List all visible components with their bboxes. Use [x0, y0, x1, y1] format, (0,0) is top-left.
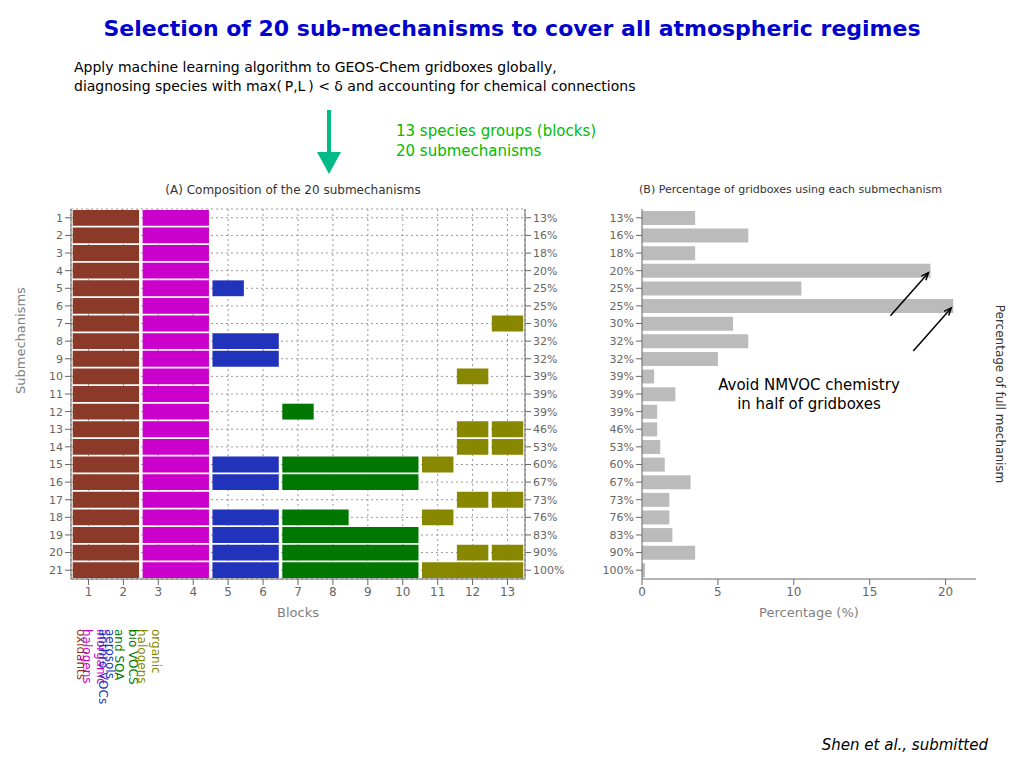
svg-text:32%: 32%	[610, 335, 634, 348]
svg-text:60%: 60%	[533, 458, 557, 471]
svg-text:2: 2	[56, 229, 63, 242]
svg-text:90%: 90%	[533, 546, 557, 559]
svg-text:76%: 76%	[533, 511, 557, 524]
svg-text:10: 10	[786, 585, 801, 599]
svg-text:organichalogens: organichalogens	[135, 629, 163, 684]
svg-text:11: 11	[49, 388, 63, 401]
svg-text:Percentage (%): Percentage (%)	[759, 605, 859, 620]
svg-text:7: 7	[294, 585, 302, 599]
svg-text:16%: 16%	[610, 229, 634, 242]
svg-text:6: 6	[56, 300, 63, 313]
svg-text:18%: 18%	[610, 247, 634, 260]
svg-text:4: 4	[56, 265, 63, 278]
svg-text:20: 20	[49, 546, 63, 559]
svg-text:11: 11	[430, 585, 445, 599]
svg-text:3: 3	[154, 585, 162, 599]
svg-text:53%: 53%	[533, 441, 557, 454]
svg-text:100%: 100%	[603, 564, 634, 577]
svg-text:9: 9	[364, 585, 372, 599]
svg-text:10: 10	[395, 585, 410, 599]
svg-text:2: 2	[120, 585, 128, 599]
svg-text:13%: 13%	[610, 212, 634, 225]
svg-text:30%: 30%	[533, 317, 557, 330]
svg-text:32%: 32%	[610, 353, 634, 366]
svg-text:7: 7	[56, 317, 63, 330]
svg-text:17: 17	[49, 494, 63, 507]
svg-text:3: 3	[56, 247, 63, 260]
svg-text:1: 1	[85, 585, 93, 599]
svg-text:4: 4	[189, 585, 197, 599]
svg-text:20: 20	[938, 585, 953, 599]
svg-text:60%: 60%	[610, 458, 634, 471]
svg-text:16: 16	[49, 476, 63, 489]
svg-text:25%: 25%	[533, 300, 557, 313]
svg-text:13%: 13%	[533, 212, 557, 225]
svg-text:0: 0	[638, 585, 646, 599]
svg-text:39%: 39%	[533, 388, 557, 401]
svg-text:Submechanisms: Submechanisms	[13, 287, 28, 394]
svg-text:39%: 39%	[610, 406, 634, 419]
svg-text:90%: 90%	[610, 546, 634, 559]
svg-text:5: 5	[56, 282, 63, 295]
svg-text:25%: 25%	[533, 282, 557, 295]
svg-text:13: 13	[500, 585, 515, 599]
svg-text:100%: 100%	[533, 564, 564, 577]
svg-text:53%: 53%	[610, 441, 634, 454]
svg-text:39%: 39%	[533, 370, 557, 383]
svg-text:67%: 67%	[533, 476, 557, 489]
svg-text:19: 19	[49, 529, 63, 542]
svg-text:Percentage of full mechanism: Percentage of full mechanism	[993, 305, 1007, 484]
svg-text:12: 12	[465, 585, 480, 599]
svg-text:67%: 67%	[610, 476, 634, 489]
svg-text:39%: 39%	[610, 370, 634, 383]
svg-text:25%: 25%	[610, 282, 634, 295]
svg-text:21: 21	[49, 564, 63, 577]
svg-text:39%: 39%	[610, 388, 634, 401]
svg-text:16%: 16%	[533, 229, 557, 242]
svg-text:83%: 83%	[610, 529, 634, 542]
svg-text:Blocks: Blocks	[277, 605, 319, 620]
svg-text:14: 14	[49, 441, 63, 454]
svg-text:Avoid NMVOC chemistryin half o: Avoid NMVOC chemistryin half of gridboxe…	[718, 376, 900, 413]
svg-text:15: 15	[862, 585, 877, 599]
svg-text:83%: 83%	[533, 529, 557, 542]
svg-text:39%: 39%	[533, 406, 557, 419]
svg-text:12: 12	[49, 406, 63, 419]
svg-text:20%: 20%	[533, 265, 557, 278]
svg-text:32%: 32%	[533, 353, 557, 366]
svg-text:15: 15	[49, 458, 63, 471]
svg-text:73%: 73%	[610, 494, 634, 507]
svg-text:10: 10	[49, 370, 63, 383]
svg-text:9: 9	[56, 353, 63, 366]
svg-text:73%: 73%	[533, 494, 557, 507]
svg-text:20%: 20%	[610, 265, 634, 278]
svg-text:5: 5	[224, 585, 232, 599]
svg-text:8: 8	[329, 585, 337, 599]
svg-text:18%: 18%	[533, 247, 557, 260]
svg-text:5: 5	[714, 585, 722, 599]
svg-text:46%: 46%	[610, 423, 634, 436]
svg-text:1: 1	[56, 212, 63, 225]
svg-text:76%: 76%	[610, 511, 634, 524]
svg-text:30%: 30%	[610, 317, 634, 330]
svg-text:25%: 25%	[610, 300, 634, 313]
svg-text:46%: 46%	[533, 423, 557, 436]
svg-text:32%: 32%	[533, 335, 557, 348]
svg-text:8: 8	[56, 335, 63, 348]
svg-text:6: 6	[259, 585, 267, 599]
svg-text:18: 18	[49, 511, 63, 524]
svg-text:13: 13	[49, 423, 63, 436]
